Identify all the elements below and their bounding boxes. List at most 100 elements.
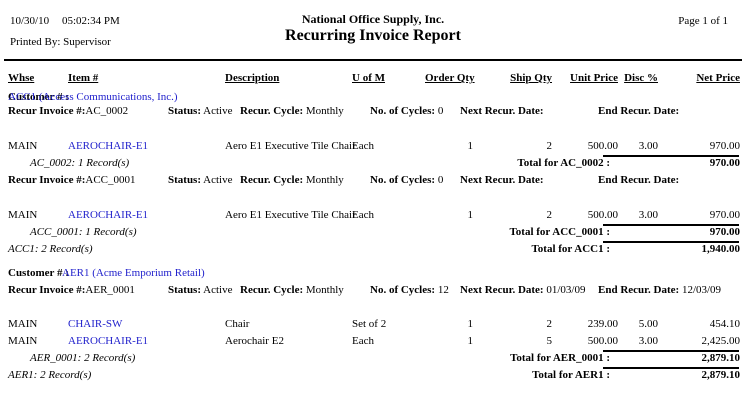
invoice-header: Recur Invoice #:ACC_0001 Status: Active … xyxy=(8,174,740,188)
total-overline xyxy=(603,350,739,352)
recur-cycle-label: Recur. Cycle: xyxy=(240,174,304,186)
item-net-price: 970.00 xyxy=(709,209,740,221)
header-divider xyxy=(4,59,742,61)
invoice-total-label: Total for AER_0001 : xyxy=(510,352,610,364)
invoice-record-note: ACC_0001: 1 Record(s) xyxy=(30,226,137,238)
item-description: Aero E1 Executive Tile Chair xyxy=(225,209,356,221)
recur-cycle-field: Recur. Cycle: Monthly xyxy=(240,105,344,118)
item-code-link[interactable]: AEROCHAIR-E1 xyxy=(68,209,149,221)
recur-invoice-field: Recur Invoice #:AER_0001 xyxy=(8,284,135,297)
item-uofm: Each xyxy=(352,209,374,221)
total-overline xyxy=(603,155,739,157)
end-date-label: End Recur. Date: xyxy=(598,105,680,117)
cycles-field: No. of Cycles: 0 xyxy=(370,174,443,187)
cycles-label: No. of Cycles: xyxy=(370,284,436,296)
item-whse: MAIN xyxy=(8,335,38,347)
invoice-header: Recur Invoice #:AC_0002 Status: Active R… xyxy=(8,105,740,119)
invoice-total-amount: 970.00 xyxy=(709,157,740,169)
invoice-record-note: AC_0002: 1 Record(s) xyxy=(30,157,130,169)
recur-invoice-field: Recur Invoice #:AC_0002 xyxy=(8,105,128,118)
recur-invoice-number: ACC_0001 xyxy=(85,174,136,186)
item-disc: 3.00 xyxy=(638,335,658,347)
item-row: MAIN AEROCHAIR-E1 Aero E1 Executive Tile… xyxy=(8,140,740,153)
item-ship-qty: 2 xyxy=(546,209,553,221)
item-row: MAIN CHAIR-SW Chair Set of 2 1 2 239.00 … xyxy=(8,318,740,331)
col-header-item: Item # xyxy=(68,72,99,84)
printed-by-value: Supervisor xyxy=(63,36,111,48)
item-unit-price: 500.00 xyxy=(587,209,618,221)
item-description: Aero E1 Executive Tile Chair xyxy=(225,140,356,152)
item-code-link[interactable]: CHAIR-SW xyxy=(68,318,123,330)
item-order-qty: 1 xyxy=(467,140,474,152)
item-uofm: Each xyxy=(352,140,374,152)
report-date: 10/30/10 xyxy=(10,15,50,27)
customer-total-label: Total for ACC1 : xyxy=(531,243,610,255)
invoice-header: Recur Invoice #:AER_0001 Status: Active … xyxy=(8,284,740,298)
recur-cycle-label: Recur. Cycle: xyxy=(240,284,304,296)
next-date-label: Next Recur. Date: xyxy=(460,284,544,296)
item-disc: 3.00 xyxy=(638,140,658,152)
item-disc: 5.00 xyxy=(638,318,658,330)
customer-record-note: AER1: 2 Record(s) xyxy=(8,369,92,381)
item-whse: MAIN xyxy=(8,140,38,152)
report-time: 05:02:34 PM xyxy=(62,15,120,27)
item-code-link[interactable]: AEROCHAIR-E1 xyxy=(68,140,149,152)
status-field: Status: Active xyxy=(168,284,233,297)
item-unit-price: 239.00 xyxy=(587,318,618,330)
col-header-net-price: Net Price xyxy=(696,72,740,84)
recur-invoice-number: AER_0001 xyxy=(85,284,135,296)
page-number: Page 1 of 1 xyxy=(678,15,728,27)
invoice-total-row: AER_0001: 2 Record(s) Total for AER_0001… xyxy=(8,352,740,366)
col-header-description: Description xyxy=(225,72,280,84)
end-date-label: End Recur. Date: xyxy=(598,284,680,296)
item-order-qty: 1 xyxy=(467,318,474,330)
recur-invoice-number: AC_0002 xyxy=(85,105,129,117)
item-order-qty: 1 xyxy=(467,209,474,221)
printed-by-label: Printed By: xyxy=(10,36,61,48)
report-title: Recurring Invoice Report xyxy=(285,27,461,44)
customer-total-row: ACC1: 2 Record(s) Total for ACC1 : 1,940… xyxy=(8,243,740,257)
recur-cycle-field: Recur. Cycle: Monthly xyxy=(240,174,344,187)
col-header-ship-qty: Ship Qty xyxy=(510,72,552,84)
column-header-row: Whse Item # Description U of M Order Qty… xyxy=(8,72,740,85)
customer-label: Customer # : xyxy=(8,267,69,279)
invoice-record-note: AER_0001: 2 Record(s) xyxy=(30,352,136,364)
customer-header: Customer # : ACC1 (Access Communications… xyxy=(8,91,740,105)
item-order-qty: 1 xyxy=(467,335,474,347)
cycles-label: No. of Cycles: xyxy=(370,105,436,117)
next-date-field: Next Recur. Date: xyxy=(460,174,544,187)
end-date-field: End Recur. Date: xyxy=(598,105,679,118)
item-net-price: 454.10 xyxy=(709,318,740,330)
item-code-link[interactable]: AEROCHAIR-E1 xyxy=(68,335,149,347)
recur-cycle-field: Recur. Cycle: Monthly xyxy=(240,284,344,297)
item-uofm: Each xyxy=(352,335,374,347)
item-unit-price: 500.00 xyxy=(587,140,618,152)
status-field: Status: Active xyxy=(168,174,233,187)
status-value: Active xyxy=(203,174,233,186)
invoice-total-amount: 970.00 xyxy=(709,226,740,238)
status-label: Status: xyxy=(168,284,202,296)
invoice-total-amount: 2,879.10 xyxy=(701,352,741,364)
item-net-price: 2,425.00 xyxy=(701,335,741,347)
cycles-value: 0 xyxy=(437,174,444,186)
customer-link[interactable]: ACC1 (Access Communications, Inc.) xyxy=(8,91,178,103)
total-overline xyxy=(603,367,739,369)
next-date-value: 01/03/09 xyxy=(546,284,586,296)
recur-cycle-value: Monthly xyxy=(305,105,344,117)
customer-link[interactable]: AER1 (Acme Emporium Retail) xyxy=(62,267,205,279)
col-header-disc: Disc % xyxy=(624,72,658,84)
col-header-unit-price: Unit Price xyxy=(570,72,618,84)
col-header-uofm: U of M xyxy=(352,72,385,84)
item-unit-price: 500.00 xyxy=(587,335,618,347)
recur-invoice-label: Recur Invoice #: xyxy=(8,284,86,296)
cycles-value: 12 xyxy=(437,284,449,296)
next-date-field: Next Recur. Date: xyxy=(460,105,544,118)
customer-header: Customer # : AER1 (Acme Emporium Retail) xyxy=(8,267,740,281)
recur-invoice-label: Recur Invoice #: xyxy=(8,174,86,186)
recur-invoice-field: Recur Invoice #:ACC_0001 xyxy=(8,174,136,187)
customer-total-amount: 2,879.10 xyxy=(701,369,741,381)
col-header-whse: Whse xyxy=(8,72,35,84)
invoice-total-row: AC_0002: 1 Record(s) Total for AC_0002 :… xyxy=(8,157,740,171)
customer-total-label: Total for AER1 : xyxy=(532,369,610,381)
next-date-label: Next Recur. Date: xyxy=(460,105,544,117)
